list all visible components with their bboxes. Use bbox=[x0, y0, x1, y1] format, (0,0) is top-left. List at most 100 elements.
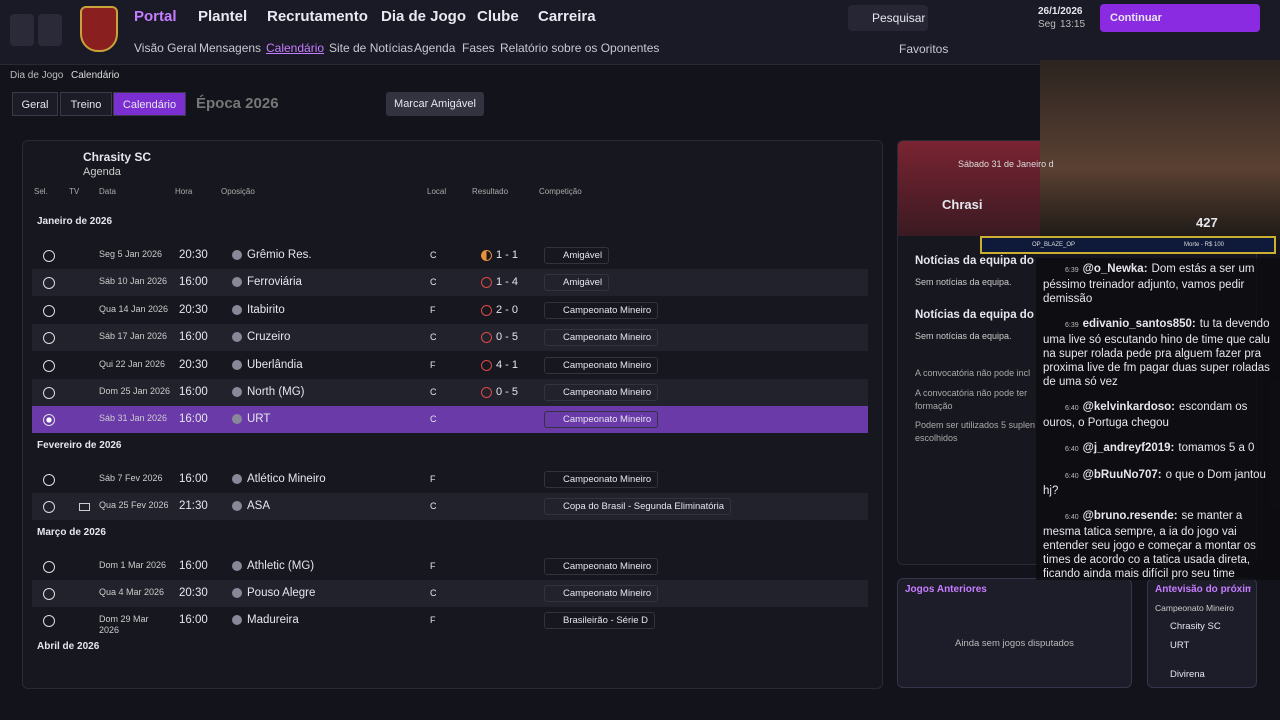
opponent-badge bbox=[232, 387, 242, 397]
previous-title: Jogos Anteriores bbox=[905, 584, 987, 595]
competition[interactable]: Amigável bbox=[544, 247, 610, 264]
search-button[interactable]: Pesquisar bbox=[848, 5, 928, 31]
competition[interactable]: Copa do Brasil - Segunda Eliminatória bbox=[544, 498, 732, 516]
select-radio[interactable] bbox=[43, 277, 55, 290]
competition[interactable]: Amigável bbox=[544, 274, 610, 292]
match-row[interactable] bbox=[32, 324, 868, 352]
venue: C bbox=[430, 588, 437, 598]
chat-time: 6:39 bbox=[1065, 322, 1079, 329]
nav-subtab[interactable]: Agenda bbox=[414, 41, 456, 55]
nav-subtab[interactable]: Relatório sobre os Oponentes bbox=[500, 41, 660, 55]
friendly-button[interactable]: Marcar Amigável bbox=[386, 92, 484, 116]
match-row[interactable] bbox=[32, 269, 868, 297]
opponent[interactable]: URT bbox=[247, 413, 271, 426]
season[interactable]: Época 2026 bbox=[196, 95, 279, 112]
select-radio[interactable] bbox=[43, 615, 55, 628]
nav-tab[interactable]: Dia de Jogo bbox=[381, 8, 467, 25]
column-header: Local bbox=[427, 187, 447, 196]
chat-user: @bRuuNo707: bbox=[1082, 469, 1162, 481]
preview-team: URT bbox=[1170, 640, 1190, 651]
preview-footer[interactable]: Divirena bbox=[1170, 669, 1205, 680]
select-radio[interactable] bbox=[43, 332, 55, 345]
chat-user: @j_andreyf2019: bbox=[1082, 442, 1175, 454]
chat-message: 6:39 edivanio_santos850: tu ta devendo uma… bbox=[1043, 317, 1271, 389]
select-radio[interactable] bbox=[43, 414, 55, 427]
nav-tab[interactable]: Carreira bbox=[538, 8, 596, 25]
continue-button[interactable]: Continuar bbox=[1100, 4, 1260, 32]
note: A convocatória não pode incl bbox=[915, 368, 1031, 378]
chat-message: 6:40 @kelvinkardoso: escondam os ouros, o … bbox=[1043, 400, 1271, 430]
opponent-badge bbox=[232, 588, 242, 598]
opponent[interactable]: Madureira bbox=[247, 614, 299, 627]
nav-subtab[interactable]: Mensagens bbox=[199, 41, 262, 55]
nav-tab[interactable]: Portal bbox=[134, 8, 177, 25]
tv-icon bbox=[79, 503, 90, 512]
nav-tab[interactable]: Recrutamento bbox=[267, 8, 368, 25]
competition[interactable]: Campeonato Mineiro bbox=[544, 329, 659, 347]
note: A convocatória não pode ter bbox=[915, 388, 1028, 398]
competition[interactable]: Campeonato Mineiro bbox=[544, 585, 659, 602]
select-radio[interactable] bbox=[43, 560, 55, 573]
select-radio[interactable] bbox=[43, 473, 55, 486]
select-radio[interactable] bbox=[43, 359, 55, 372]
match-row[interactable] bbox=[32, 580, 868, 607]
competition[interactable]: Campeonato Mineiro bbox=[544, 301, 659, 319]
opponent[interactable]: Pouso Alegre bbox=[247, 587, 316, 599]
competition[interactable]: Campeonato Mineiro bbox=[544, 470, 659, 488]
select-radio[interactable] bbox=[43, 501, 55, 514]
opponent[interactable]: Ferroviária bbox=[247, 276, 302, 289]
toolbar-button[interactable]: Calendário bbox=[113, 92, 186, 116]
match-date: Sáb 17 Jan 2026 bbox=[99, 331, 168, 342]
result-icon bbox=[481, 250, 492, 261]
select-radio[interactable] bbox=[43, 250, 55, 262]
opponent[interactable]: Uberlândia bbox=[247, 358, 303, 371]
match-date: Qua 25 Fev 2026 bbox=[99, 500, 169, 511]
opponent[interactable]: Itabirito bbox=[247, 303, 285, 316]
nav-tab[interactable]: Clube bbox=[477, 8, 519, 25]
venue: C bbox=[430, 332, 437, 343]
opponent[interactable]: Grêmio Res. bbox=[247, 249, 312, 261]
column-header: Oposição bbox=[221, 187, 255, 196]
competition[interactable]: Campeonato Mineiro bbox=[544, 557, 659, 575]
match-row[interactable] bbox=[32, 379, 868, 406]
nav-tab[interactable]: Plantel bbox=[198, 8, 248, 25]
opponent[interactable]: Cruzeiro bbox=[247, 331, 291, 344]
competition[interactable]: Campeonato Mineiro bbox=[544, 411, 659, 429]
note: formação bbox=[915, 401, 953, 411]
match-date: Qua 4 Mar 2026 bbox=[99, 587, 165, 597]
competition[interactable]: Campeonato Mineiro bbox=[544, 384, 659, 401]
back-button[interactable] bbox=[10, 14, 34, 46]
match-time: 16:00 bbox=[179, 386, 208, 398]
opponent[interactable]: Atlético Mineiro bbox=[247, 472, 326, 485]
opponent-badge bbox=[232, 501, 242, 512]
opponent[interactable]: Athletic (MG) bbox=[247, 559, 315, 572]
chat-message: 6:40 @bRuuNo707: o que o Dom jantou hj? bbox=[1043, 468, 1271, 498]
news-text: Sem notícias da equipa. bbox=[915, 277, 1012, 287]
toolbar-button[interactable]: Geral bbox=[12, 92, 58, 116]
result-icon bbox=[481, 332, 492, 344]
opponent[interactable]: North (MG) bbox=[247, 386, 305, 398]
venue: C bbox=[430, 501, 437, 512]
competition[interactable]: Campeonato Mineiro bbox=[544, 356, 659, 374]
chat-time: 6:40 bbox=[1065, 446, 1079, 453]
toolbar-button[interactable]: Treino bbox=[60, 92, 112, 116]
nav-subtab[interactable]: Fases bbox=[462, 41, 495, 55]
match-date: Qua 14 Jan 2026 bbox=[99, 303, 169, 314]
select-radio[interactable] bbox=[43, 588, 55, 600]
favorites[interactable]: Favoritos bbox=[899, 42, 949, 56]
column-header: Competição bbox=[539, 187, 582, 196]
competition[interactable]: Brasileirão - Série D bbox=[544, 612, 655, 630]
forward-button[interactable] bbox=[38, 14, 62, 46]
opponent[interactable]: ASA bbox=[247, 500, 271, 513]
match-row[interactable] bbox=[32, 493, 868, 521]
top-bar bbox=[0, 0, 1280, 64]
select-radio[interactable] bbox=[43, 304, 55, 317]
note: Podem ser utilizados 5 suplen bbox=[915, 420, 1036, 430]
nav-subtab[interactable]: Site de Notícias bbox=[329, 41, 414, 55]
nav-subtab[interactable]: Calendário bbox=[266, 41, 325, 55]
select-radio[interactable] bbox=[43, 387, 55, 399]
nav-subtab[interactable]: Visão Geral bbox=[134, 41, 197, 55]
match-row[interactable] bbox=[32, 406, 868, 434]
preview-competition: Campeonato Mineiro bbox=[1155, 603, 1234, 613]
breadcrumb[interactable]: Dia de Jogo bbox=[10, 70, 64, 81]
